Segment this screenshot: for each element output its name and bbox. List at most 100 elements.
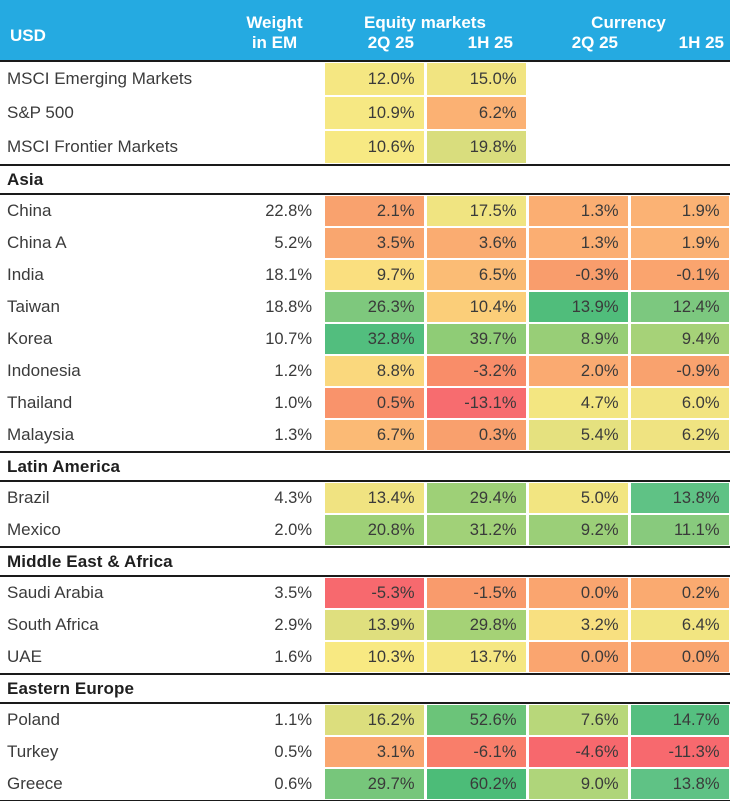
heatmap-cell-slot: 13.9% — [323, 609, 425, 641]
heatmap-cell: 4.7% — [528, 388, 628, 418]
weight-value: 1.1% — [274, 710, 312, 729]
row-label: MSCI Emerging Markets — [7, 69, 193, 88]
heatmap-cell: 10.9% — [324, 97, 424, 129]
weight-value: 22.8% — [265, 201, 312, 220]
table-row: Korea 10.7% 32.8% 39.7% 8.9% 9.4% — [0, 323, 730, 355]
heatmap-cell: 2.0% — [528, 356, 628, 386]
heatmap-cell-slot: 1.3% — [527, 227, 629, 259]
section-header: Latin America — [0, 451, 730, 482]
heatmap-cell: 60.2% — [426, 769, 526, 799]
weight-value: 10.7% — [265, 329, 312, 348]
heatmap-cell: 17.5% — [426, 196, 526, 226]
heatmap-cell-slot: 6.2% — [425, 96, 527, 130]
heatmap-cell: 10.3% — [324, 642, 424, 672]
heatmap-cell: -5.3% — [324, 578, 424, 608]
heatmap-cell: 9.7% — [324, 260, 424, 290]
heatmap-cell-slot: 52.6% — [425, 704, 527, 736]
heatmap-cell-slot: 6.2% — [629, 419, 730, 451]
heatmap-cell-slot: 6.4% — [629, 609, 730, 641]
heatmap-cell-slot: 0.0% — [527, 641, 629, 673]
heatmap-cell: 0.0% — [528, 642, 628, 672]
heatmap-cell-slot: 1.9% — [629, 195, 730, 227]
section-title: Latin America — [7, 456, 121, 476]
heatmap-cell: 16.2% — [324, 705, 424, 735]
heatmap-cell-slot — [527, 62, 629, 96]
heatmap-cell: 19.8% — [426, 131, 526, 163]
heatmap-cell: 8.9% — [528, 324, 628, 354]
heatmap-cell-slot: 17.5% — [425, 195, 527, 227]
weight-value: 5.2% — [274, 233, 312, 252]
header-equity-2q25: 2Q 25 — [367, 33, 414, 52]
heatmap-cell: -13.1% — [426, 388, 526, 418]
heatmap-cell: 6.2% — [630, 420, 729, 450]
heatmap-cell: 29.4% — [426, 483, 526, 513]
heatmap-cell: -3.2% — [426, 356, 526, 386]
table-row: Saudi Arabia 3.5% -5.3% -1.5% 0.0% 0.2% — [0, 577, 730, 609]
row-label: Taiwan — [7, 297, 60, 316]
heatmap-cell-slot: 2.0% — [527, 355, 629, 387]
section-title: Asia — [7, 169, 44, 189]
heatmap-cell: -0.9% — [630, 356, 729, 386]
heatmap-cell: 0.3% — [426, 420, 526, 450]
section-header: Eastern Europe — [0, 673, 730, 704]
heatmap-cell-slot — [527, 96, 629, 130]
heatmap-cell-slot: 60.2% — [425, 768, 527, 800]
row-label: Korea — [7, 329, 53, 348]
heatmap-cell: 6.0% — [630, 388, 729, 418]
heatmap-cell-slot: 8.9% — [527, 323, 629, 355]
heatmap-cell-slot: -13.1% — [425, 387, 527, 419]
heatmap-cell-slot: 9.4% — [629, 323, 730, 355]
heatmap-cell-slot — [629, 62, 730, 96]
heatmap-cell-slot: 29.8% — [425, 609, 527, 641]
heatmap-cell: 12.0% — [324, 63, 424, 95]
heatmap-cell: 10.6% — [324, 131, 424, 163]
heatmap-cell-slot — [527, 130, 629, 164]
heatmap-cell: -6.1% — [426, 737, 526, 767]
heatmap-cell-slot: 6.7% — [323, 419, 425, 451]
heatmap-cell-slot: -3.2% — [425, 355, 527, 387]
table-row: China A 5.2% 3.5% 3.6% 1.3% 1.9% — [0, 227, 730, 259]
heatmap-cell-slot: 13.7% — [425, 641, 527, 673]
row-label: Poland — [7, 710, 60, 729]
heatmap-cell: 6.2% — [426, 97, 526, 129]
heatmap-cell-slot: 13.4% — [323, 482, 425, 514]
heatmap-cell: 26.3% — [324, 292, 424, 322]
heatmap-cell: 0.2% — [630, 578, 729, 608]
heatmap-cell: -0.3% — [528, 260, 628, 290]
row-label: MSCI Frontier Markets — [7, 137, 178, 156]
heatmap-cell-slot: 3.2% — [527, 609, 629, 641]
heatmap-cell-slot: 1.3% — [527, 195, 629, 227]
heatmap-cell-slot: 5.0% — [527, 482, 629, 514]
heatmap-cell-slot: 13.8% — [629, 482, 730, 514]
heatmap-cell-slot: 2.1% — [323, 195, 425, 227]
heatmap-cell: -4.6% — [528, 737, 628, 767]
weight-value: 2.0% — [274, 520, 312, 539]
heatmap-cell-slot: 3.6% — [425, 227, 527, 259]
weight-value: 3.5% — [274, 583, 312, 602]
row-label: Mexico — [7, 520, 61, 539]
heatmap-cell-slot: -6.1% — [425, 736, 527, 768]
table-row: Taiwan 18.8% 26.3% 10.4% 13.9% 12.4% — [0, 291, 730, 323]
heatmap-cell-slot: 29.7% — [323, 768, 425, 800]
weight-value: 1.3% — [274, 425, 312, 444]
header-equity-1h25: 1H 25 — [467, 33, 513, 52]
row-label: Saudi Arabia — [7, 583, 104, 602]
heatmap-cell: 10.4% — [426, 292, 526, 322]
table-row: UAE 1.6% 10.3% 13.7% 0.0% 0.0% — [0, 641, 730, 673]
heatmap-cell: 14.7% — [630, 705, 729, 735]
heatmap-cell-slot: 13.9% — [527, 291, 629, 323]
section-header: Middle East & Africa — [0, 546, 730, 577]
heatmap-cell: 15.0% — [426, 63, 526, 95]
heatmap-cell-slot: 13.8% — [629, 768, 730, 800]
heatmap-cell: 3.2% — [528, 610, 628, 640]
heatmap-cell-slot: 12.0% — [323, 62, 425, 96]
weight-value: 0.6% — [274, 774, 312, 793]
heatmap-cell-slot: -0.1% — [629, 259, 730, 291]
heatmap-cell-slot: 0.3% — [425, 419, 527, 451]
heatmap-cell-slot: -4.6% — [527, 736, 629, 768]
heatmap-cell-slot: 5.4% — [527, 419, 629, 451]
heatmap-cell: 1.9% — [630, 228, 729, 258]
heatmap-cell: 0.0% — [630, 642, 729, 672]
heatmap-cell-slot: 3.1% — [323, 736, 425, 768]
